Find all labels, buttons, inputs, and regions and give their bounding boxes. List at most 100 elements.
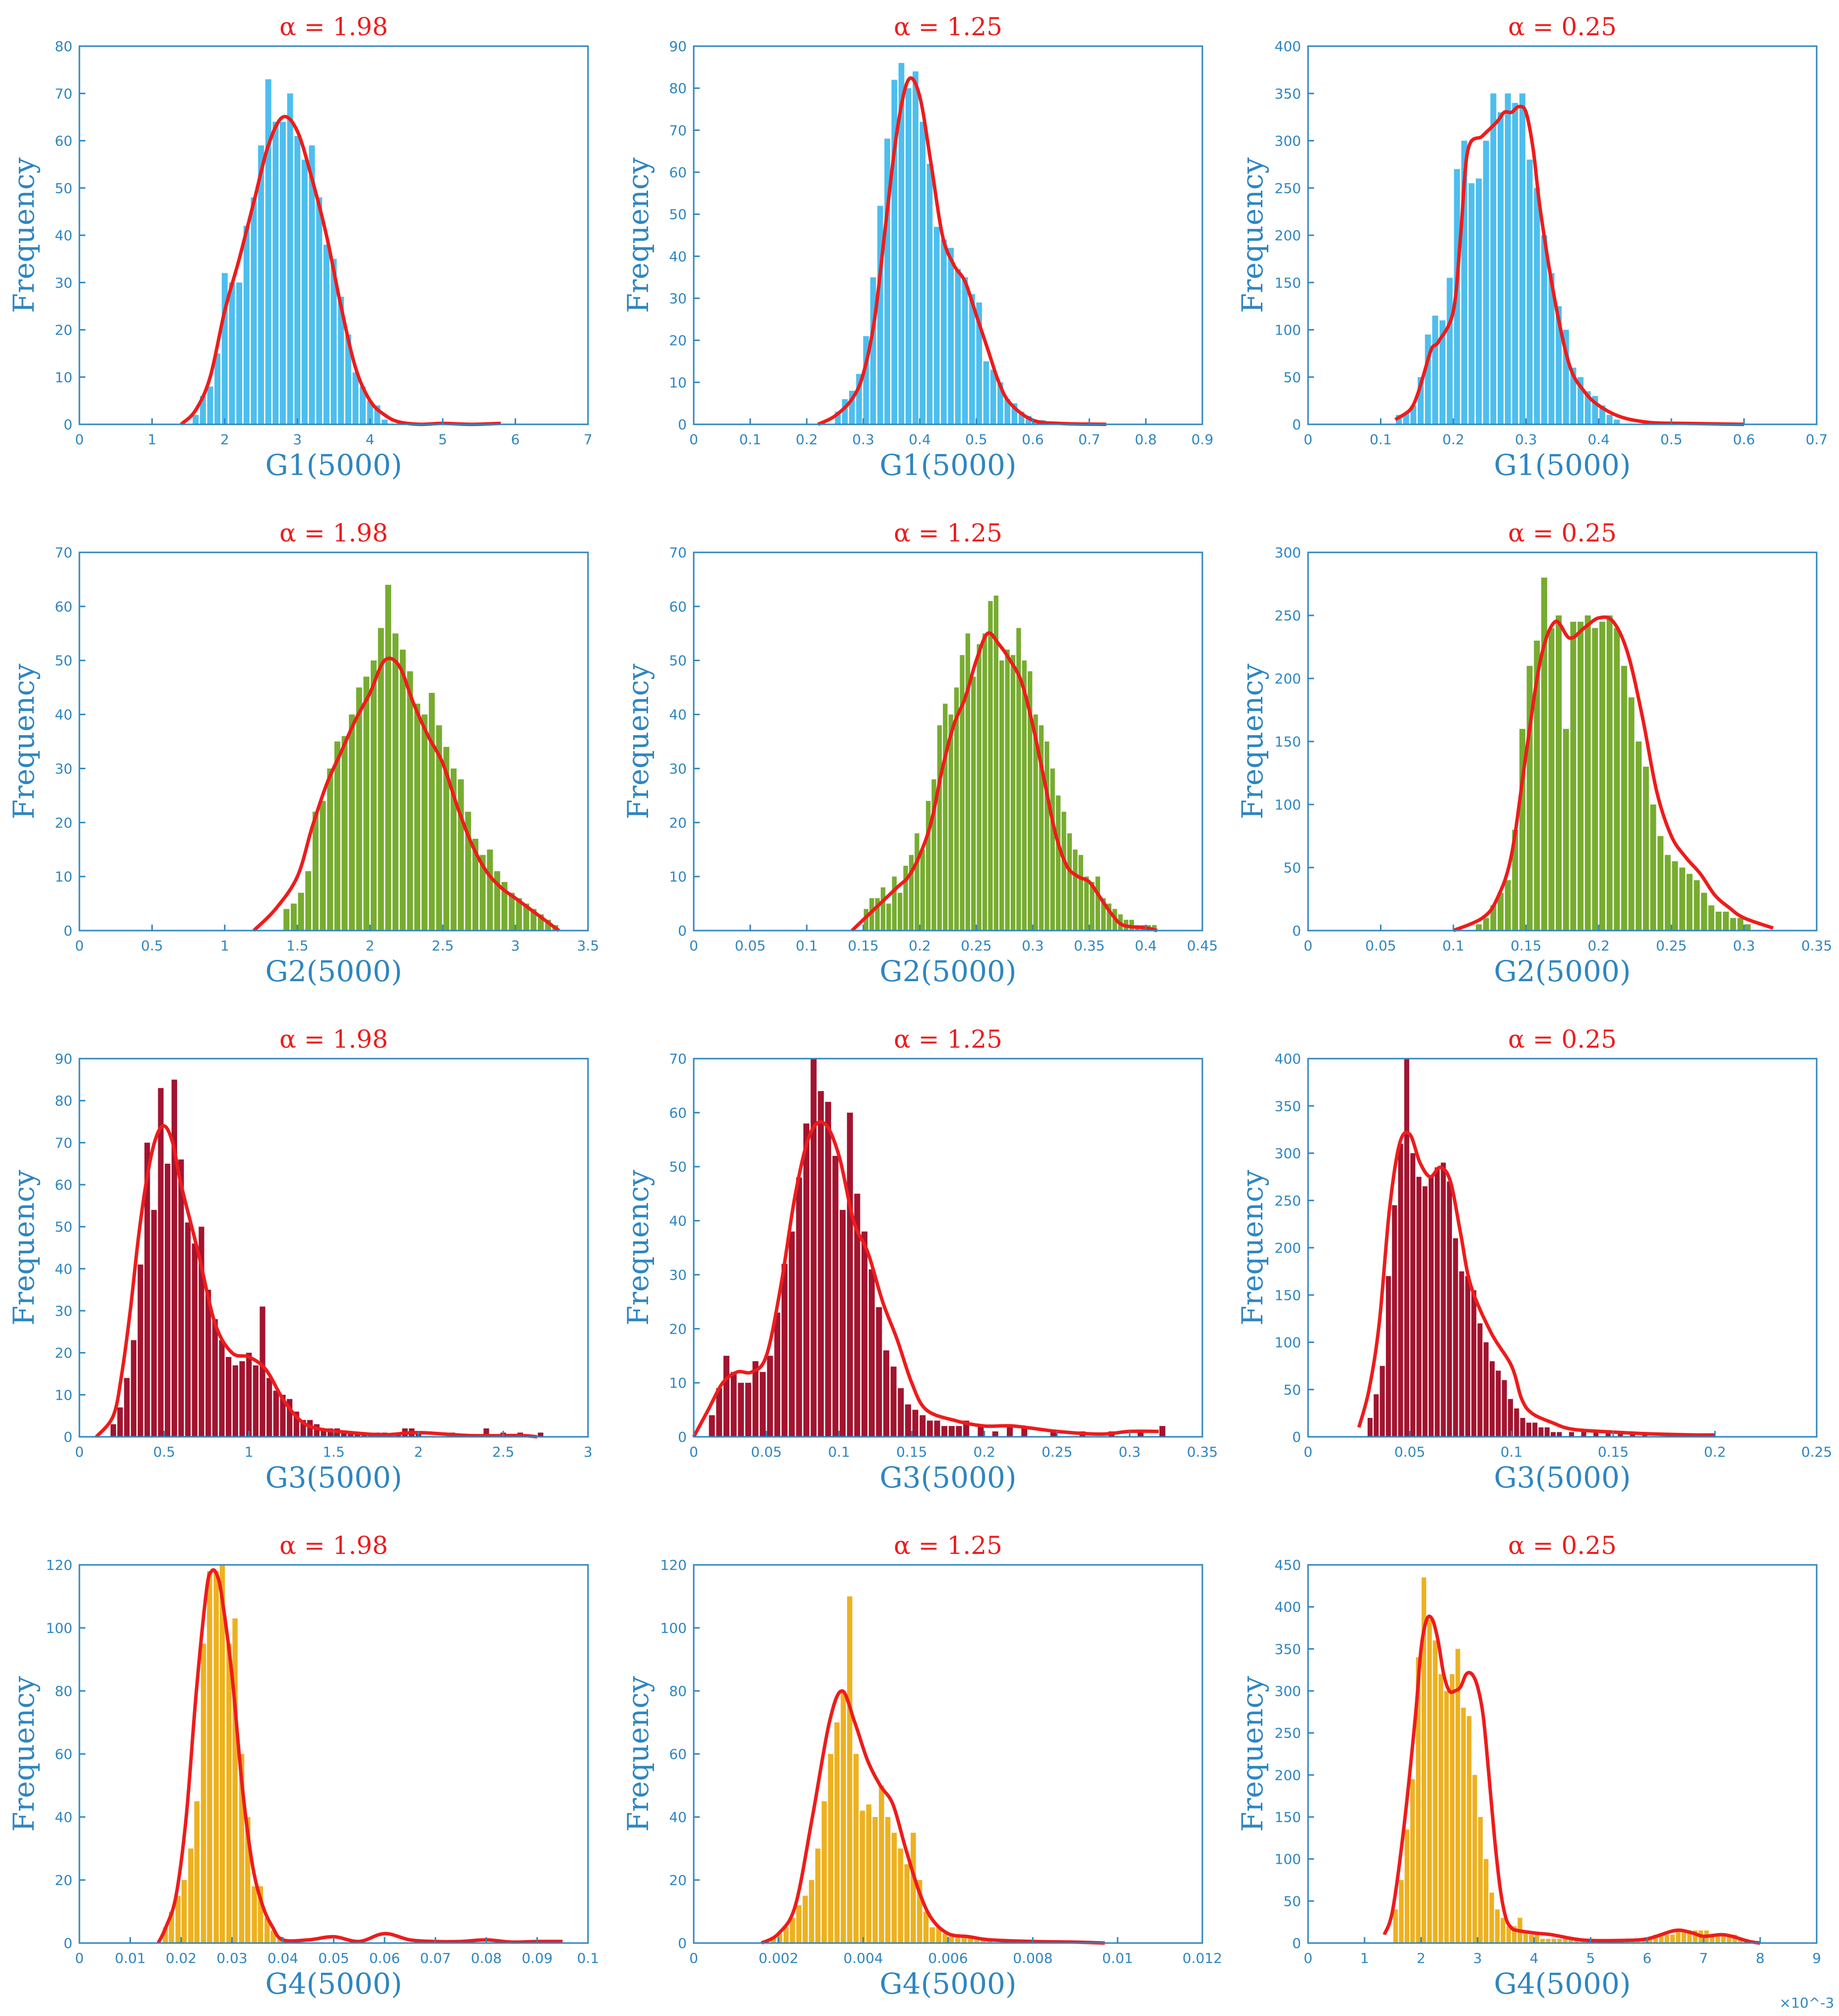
histogram-bar [948, 248, 954, 424]
histogram-bar [414, 703, 420, 931]
y-tick-label: 60 [669, 599, 687, 615]
density-curve [817, 76, 1107, 426]
histogram-bar [745, 1383, 751, 1437]
x-tick-label: 3 [293, 431, 302, 448]
y-tick-label: 20 [669, 814, 687, 831]
histogram-bar [1465, 1276, 1470, 1437]
x-tick-label: 0 [1304, 1444, 1313, 1460]
histogram-bar [879, 1785, 884, 1943]
histogram-bar [381, 419, 388, 424]
x-tick-label: 0.4 [1587, 431, 1610, 448]
y-axis-label: Frequency [7, 1170, 41, 1326]
y-tick-label: 20 [55, 814, 72, 831]
histogram-bar [723, 1355, 729, 1437]
histogram-bar [936, 1927, 941, 1943]
x-tick-label: 7 [584, 431, 592, 448]
histogram-bar [399, 649, 406, 931]
histogram-bar [1033, 714, 1038, 931]
x-tick-label: 0.5 [153, 1444, 176, 1460]
histogram-bar [774, 1312, 781, 1437]
y-tick-label: 250 [1275, 1725, 1301, 1742]
y-tick-label: 200 [1275, 671, 1301, 687]
histogram-bar [796, 1905, 802, 1943]
y-tick-label: 400 [1275, 38, 1301, 55]
x-tick-label: 0.15 [1511, 938, 1541, 954]
histogram-bar [258, 145, 264, 424]
histogram-bar [200, 1643, 206, 1943]
histogram-bar [1628, 697, 1635, 931]
histogram-bar [1477, 1323, 1483, 1437]
histogram-bar [1636, 741, 1642, 931]
chart-title: α = 1.25 [894, 12, 1002, 41]
histogram-bar [181, 1880, 187, 1943]
histogram-bar [314, 1424, 320, 1437]
histogram-bar [828, 1754, 834, 1943]
histogram-bar [407, 671, 413, 931]
histogram-bar [832, 1155, 839, 1437]
density-curve [1357, 1131, 1715, 1437]
histogram-bar [870, 277, 876, 424]
histogram-bar [965, 633, 971, 931]
y-tick-label: 100 [660, 1620, 687, 1636]
y-tick-label: 200 [1275, 1767, 1301, 1783]
histogram-bar [810, 1059, 817, 1437]
density-curve [1382, 1614, 1761, 1945]
histogram-bar [1476, 924, 1482, 931]
histogram-bar [993, 596, 998, 931]
histogram-bar [363, 676, 370, 931]
histogram-bar [1490, 1361, 1495, 1437]
x-tick-label: 1 [1360, 1950, 1369, 1966]
y-tick-label: 60 [55, 133, 72, 149]
histogram-bar [479, 855, 486, 931]
x-tick-label: 4 [366, 431, 375, 448]
histogram-bar [158, 1088, 164, 1437]
histogram-bar [1484, 1859, 1489, 1943]
axes-box [1307, 551, 1818, 932]
histogram-bar [213, 1571, 219, 1943]
histogram-bar [451, 768, 457, 931]
histogram-bar [842, 399, 848, 424]
histogram-bar [920, 1415, 926, 1437]
histogram-bar [890, 1366, 897, 1437]
histogram-bar [1429, 1177, 1434, 1437]
histogram-bar [913, 71, 919, 425]
x-tick-label: 6 [511, 431, 520, 448]
histogram-bar [821, 1801, 827, 1943]
y-tick-label: 30 [669, 1267, 687, 1283]
histogram-bar [969, 294, 975, 424]
x-tick-label: 0 [75, 1444, 84, 1460]
histogram-bar [1471, 1290, 1477, 1437]
histogram-bar [1563, 1939, 1568, 1943]
histogram-bar [1483, 1342, 1489, 1437]
histogram-bar [385, 585, 392, 931]
x-tick-label: 0.08 [471, 1950, 502, 1966]
histogram-bar [941, 239, 947, 424]
y-axis-label: Frequency [621, 1676, 655, 1832]
histogram-bar [1715, 1935, 1720, 1943]
x-axis-label: G3(5000) [265, 1461, 402, 1494]
histogram-bar [1694, 880, 1700, 931]
histogram-bar [1478, 1817, 1483, 1943]
histogram-bar [219, 1565, 225, 1943]
y-axis-label: Frequency [7, 157, 41, 313]
histogram-bar [198, 1226, 204, 1437]
histogram-bar [1642, 766, 1649, 931]
histogram-bar [905, 1404, 911, 1437]
histogram-bar [1050, 768, 1055, 931]
histogram-bar [1078, 855, 1083, 931]
x-tick-label: 0.7 [1806, 431, 1828, 448]
histogram-bar [942, 1933, 948, 1943]
y-tick-label: 70 [55, 544, 72, 561]
density-curve [252, 656, 560, 932]
x-tick-label: 0.1 [828, 1444, 851, 1460]
histogram-bar [279, 122, 286, 424]
y-tick-label: 350 [1275, 85, 1301, 102]
x-tick-label: 0.2 [1443, 431, 1465, 448]
y-tick-label: 250 [1275, 607, 1301, 624]
density-curve [156, 1568, 563, 1944]
x-tick-label: 0.2 [909, 938, 931, 954]
histogram-bar [1592, 628, 1598, 931]
histogram-bar [999, 660, 1004, 931]
histogram-bar [877, 205, 883, 424]
y-tick-label: 10 [669, 374, 687, 391]
